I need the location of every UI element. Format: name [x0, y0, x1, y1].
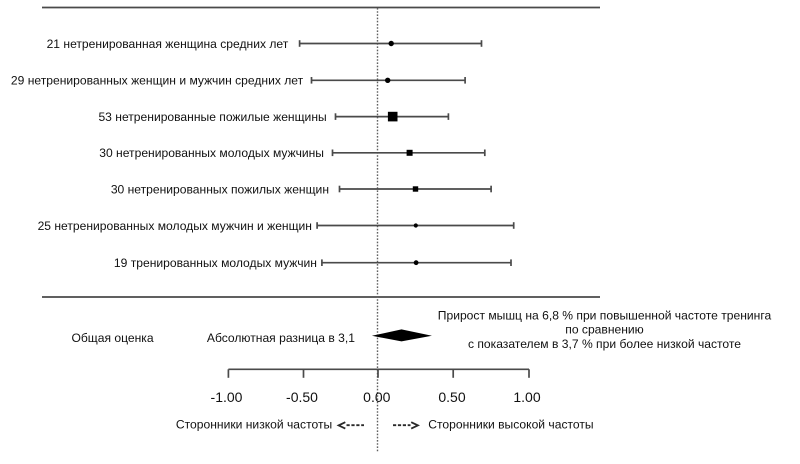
svg-text:Сторонники низкой частоты: Сторонники низкой частоты [176, 418, 332, 432]
svg-text:0.50: 0.50 [438, 389, 465, 405]
svg-text:0.00: 0.00 [363, 389, 390, 405]
svg-text:Сторонники высокой частоты: Сторонники высокой частоты [428, 418, 593, 432]
svg-text:-0.50: -0.50 [286, 389, 318, 405]
svg-text:30 нетренированных молодых муж: 30 нетренированных молодых мужчины [99, 146, 324, 160]
svg-text:29 нетренированных женщин и му: 29 нетренированных женщин и мужчин средн… [11, 74, 304, 88]
svg-text:-1.00: -1.00 [211, 389, 243, 405]
svg-text:19 тренированных молодых мужчи: 19 тренированных молодых мужчин [114, 256, 317, 270]
svg-text:25 нетренированных молодых муж: 25 нетренированных молодых мужчин и женщ… [38, 219, 312, 233]
svg-text:Прирост мышц на 6,8 % при повы: Прирост мышц на 6,8 % при повышенной час… [438, 308, 772, 322]
svg-text:1.00: 1.00 [513, 389, 540, 405]
svg-text:21 нетренированная женщина сре: 21 нетренированная женщина средних лет [47, 37, 289, 51]
svg-text:53 нетренированные пожилые жен: 53 нетренированные пожилые женщины [98, 110, 326, 124]
svg-text:по сравнению: по сравнению [565, 323, 643, 337]
svg-text:Абсолютная разница в 3,1: Абсолютная разница в 3,1 [207, 331, 355, 345]
svg-text:Общая оценка: Общая оценка [71, 331, 153, 345]
svg-text:с показателем в 3,7 % при боле: с показателем в 3,7 % при более низкой ч… [468, 337, 741, 351]
svg-text:30 нетренированных пожилых жен: 30 нетренированных пожилых женщин [111, 182, 329, 196]
